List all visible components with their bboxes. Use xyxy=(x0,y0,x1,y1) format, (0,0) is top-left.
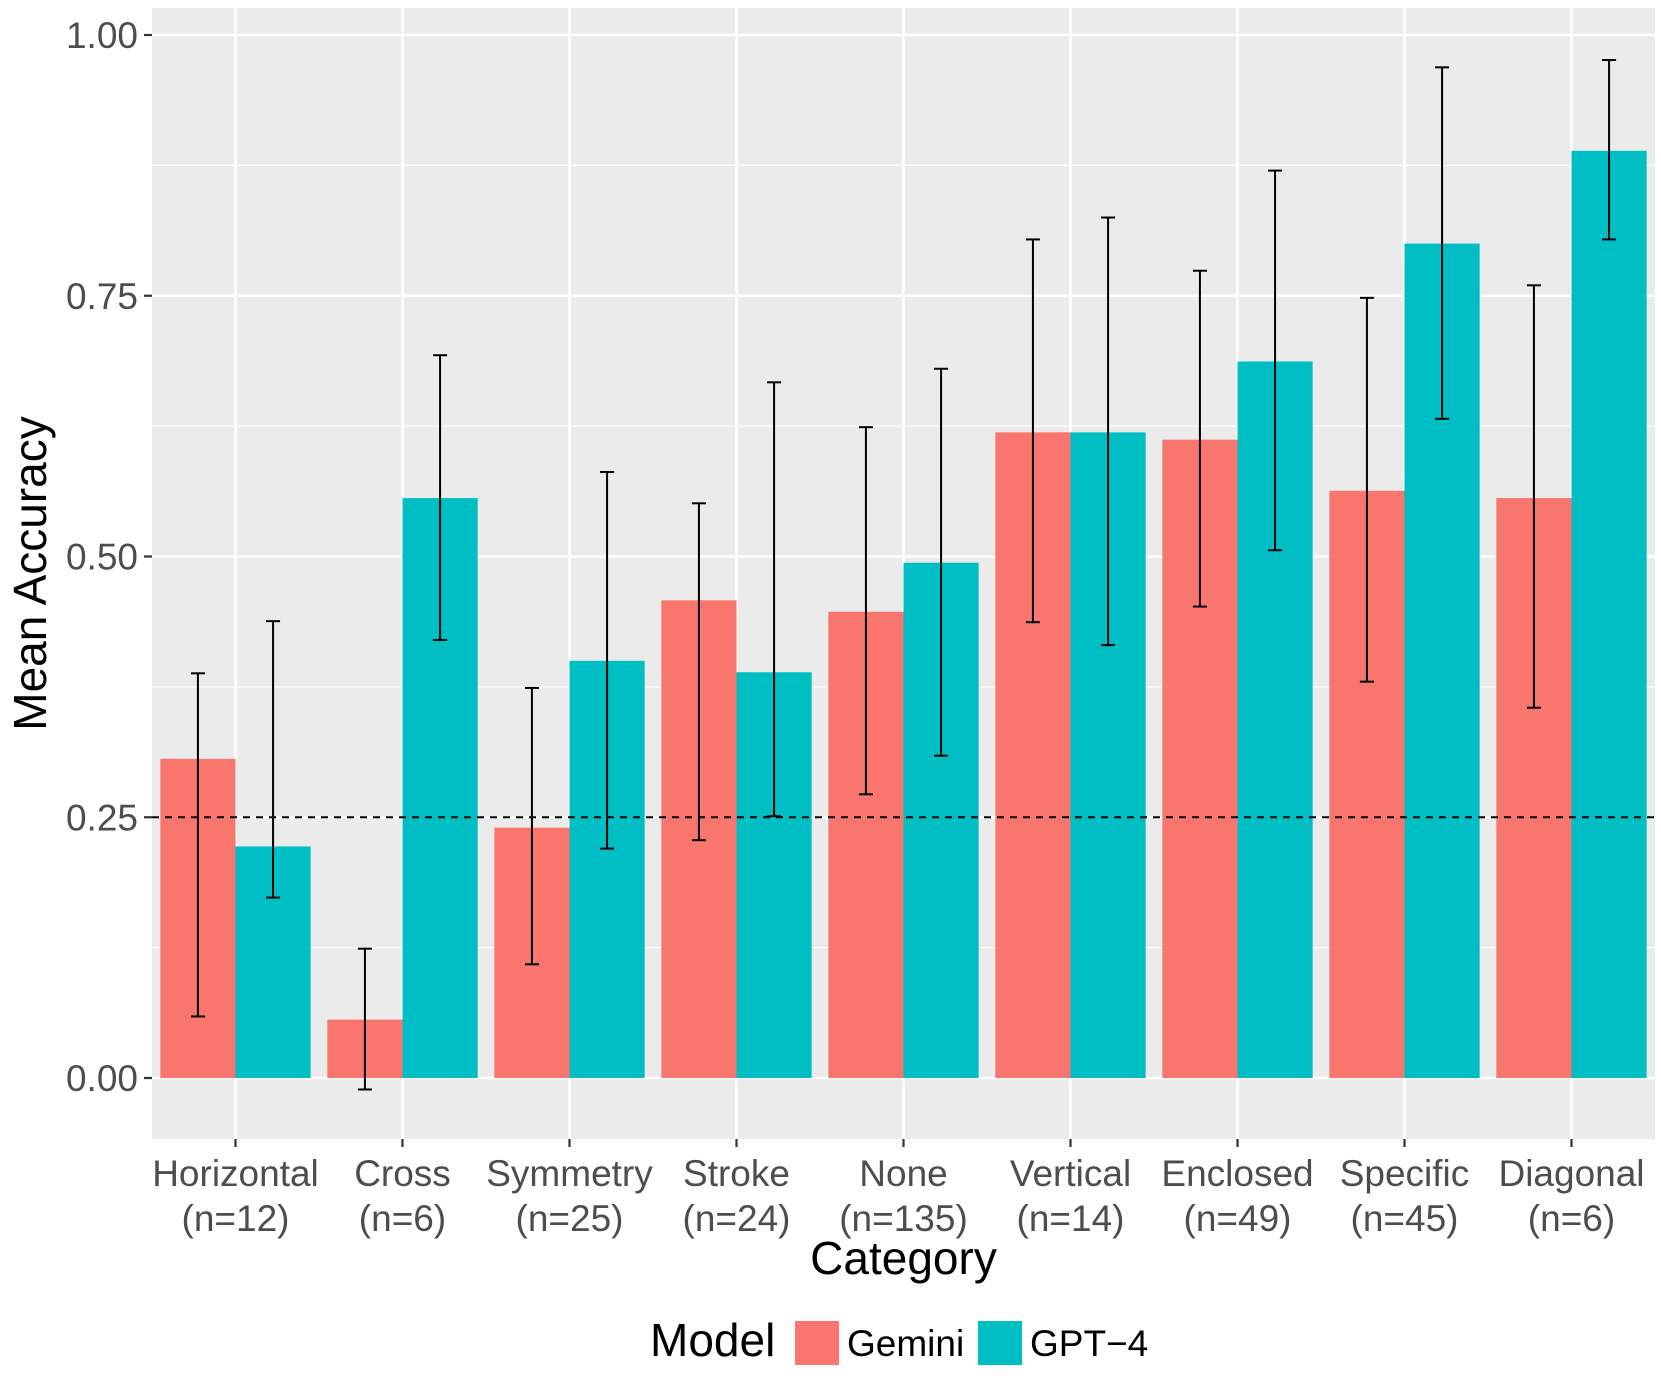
y-tick-label: 1.00 xyxy=(66,15,138,56)
x-tick-label-n: (n=24) xyxy=(683,1198,791,1239)
x-tick-label-category: Enclosed xyxy=(1161,1153,1313,1194)
legend-key-gpt4 xyxy=(978,1321,1022,1365)
x-tick-label-category: None xyxy=(859,1153,947,1194)
legend: Model Gemini GPT−4 xyxy=(650,1314,1148,1366)
y-tick-label: 0.75 xyxy=(66,276,138,317)
x-tick-label-category: Symmetry xyxy=(486,1153,653,1194)
y-tick-label: 0.00 xyxy=(66,1058,138,1099)
x-tick-label-n: (n=14) xyxy=(1017,1198,1125,1239)
x-tick-label-category: Specific xyxy=(1340,1153,1470,1194)
y-axis-title: Mean Accuracy xyxy=(4,416,56,730)
error-bars xyxy=(190,59,1617,1091)
y-tick-label: 0.25 xyxy=(66,797,138,838)
y-tick-label: 0.50 xyxy=(66,537,138,578)
x-tick-label-category: Diagonal xyxy=(1498,1153,1644,1194)
legend-label: GPT−4 xyxy=(1030,1323,1148,1364)
x-axis: Horizontal(n=12)Cross(n=6)Symmetry(n=25)… xyxy=(152,1139,1645,1239)
x-tick-label-n: (n=135) xyxy=(839,1198,968,1239)
x-tick-label-n: (n=12) xyxy=(182,1198,290,1239)
x-tick-label-n: (n=6) xyxy=(1528,1198,1615,1239)
x-tick-label-n: (n=25) xyxy=(516,1198,624,1239)
x-tick-label-n: (n=49) xyxy=(1184,1198,1292,1239)
x-tick-label-n: (n=6) xyxy=(359,1198,446,1239)
x-tick-label-category: Cross xyxy=(354,1153,451,1194)
y-axis: 0.00 0.25 0.50 0.75 1.00 xyxy=(66,15,152,1099)
legend-key-gemini xyxy=(795,1321,839,1365)
x-axis-title: Category xyxy=(810,1232,997,1284)
x-tick-label-category: Horizontal xyxy=(152,1153,319,1194)
x-tick-label-category: Stroke xyxy=(683,1153,790,1194)
x-tick-label-n: (n=45) xyxy=(1351,1198,1459,1239)
bar-gpt4-diagonal xyxy=(1571,150,1647,1078)
legend-label: Gemini xyxy=(847,1323,964,1364)
legend-title: Model xyxy=(650,1314,775,1366)
x-tick-label-category: Vertical xyxy=(1010,1153,1131,1194)
